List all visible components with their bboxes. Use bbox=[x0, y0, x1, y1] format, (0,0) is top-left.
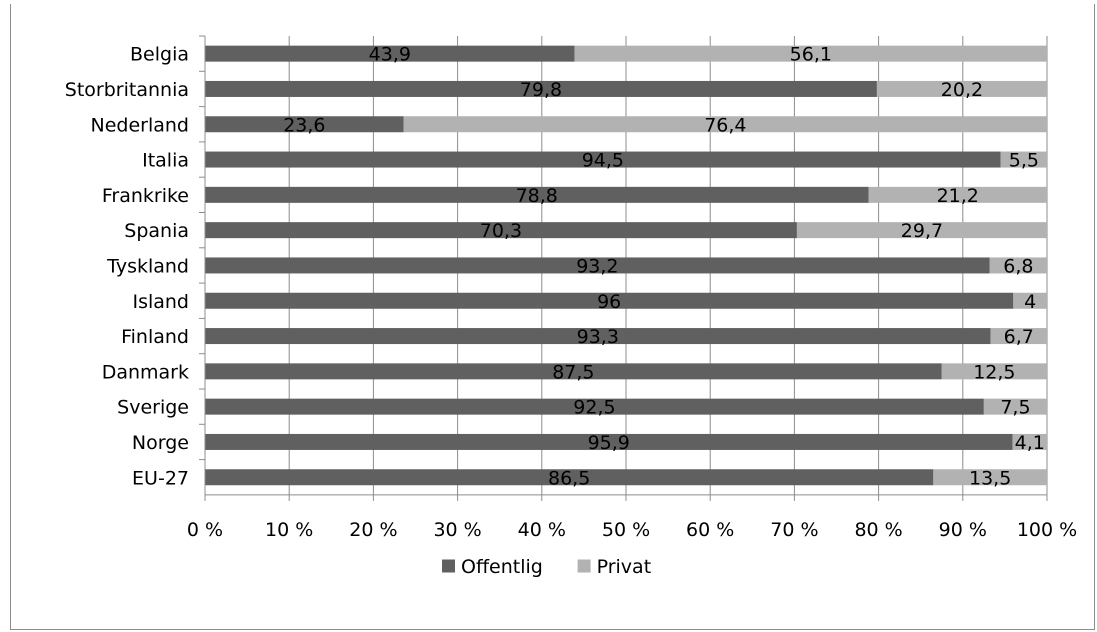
data-label: 4,1 bbox=[1015, 432, 1045, 454]
category-label: Storbritannia bbox=[65, 79, 189, 101]
bar-offentlig bbox=[205, 151, 1001, 168]
category-label: Finland bbox=[121, 326, 189, 348]
x-tick-labels: 0 % 10 % 20 % 30 % 40 % 50 % 60 % 70 % 80 % 90 % 1… bbox=[187, 519, 1077, 541]
data-labels: 43,9 56,1 79,8 20,2 23,6 76,4 94,5 5,5 78,8 21,2 7… bbox=[283, 44, 1045, 490]
category-label: Italia bbox=[142, 150, 189, 172]
data-label: 86,5 bbox=[548, 467, 590, 489]
data-label: 20,2 bbox=[941, 79, 983, 101]
data-label: 70,3 bbox=[480, 220, 522, 242]
data-label: 23,6 bbox=[283, 114, 325, 136]
data-label: 95,9 bbox=[588, 432, 630, 454]
bar-privat bbox=[989, 257, 1047, 274]
bar-privat bbox=[933, 469, 1047, 486]
x-tick-label: 70 % bbox=[770, 519, 818, 541]
data-label: 96 bbox=[597, 291, 621, 313]
data-label: 92,5 bbox=[573, 397, 615, 419]
x-tick-label: 10 % bbox=[265, 519, 313, 541]
legend-swatch-offentlig bbox=[442, 559, 455, 573]
chart-frame: Belgia Storbritannia Nederland Italia Frankr… bbox=[10, 4, 1095, 630]
x-tick-label: 40 % bbox=[518, 519, 566, 541]
category-label: Nederland bbox=[91, 114, 190, 136]
data-label: 94,5 bbox=[582, 150, 624, 172]
bar-offentlig bbox=[205, 469, 934, 486]
x-tick-label: 60 % bbox=[686, 519, 734, 541]
x-tick-label: 30 % bbox=[433, 519, 481, 541]
bar-offentlig bbox=[205, 257, 990, 274]
data-label: 29,7 bbox=[901, 220, 943, 242]
data-label: 87,5 bbox=[552, 361, 594, 383]
bar-privat bbox=[876, 80, 1047, 97]
data-label: 21,2 bbox=[937, 185, 979, 207]
bar-offentlig bbox=[205, 398, 984, 415]
bar-privat bbox=[796, 222, 1047, 239]
data-label: 93,3 bbox=[577, 326, 619, 348]
x-tick-label: 0 % bbox=[187, 519, 223, 541]
legend-label-offentlig: Offentlig bbox=[461, 556, 543, 578]
bar-privat bbox=[1000, 151, 1047, 168]
x-tick-label: 100 % bbox=[1017, 519, 1077, 541]
data-label: 6,7 bbox=[1004, 326, 1034, 348]
bar-offentlig bbox=[205, 80, 877, 97]
data-label: 4 bbox=[1024, 291, 1036, 313]
bar-offentlig bbox=[205, 222, 797, 239]
data-label: 6,8 bbox=[1003, 255, 1033, 277]
bar-privat bbox=[941, 363, 1047, 380]
x-tick-label: 80 % bbox=[854, 519, 902, 541]
category-label: EU-27 bbox=[132, 467, 189, 489]
category-label: Danmark bbox=[102, 361, 189, 383]
bar-offentlig bbox=[205, 186, 869, 203]
bar-offentlig bbox=[205, 433, 1013, 450]
category-label: Sverige bbox=[117, 397, 189, 419]
x-tick-label: 90 % bbox=[939, 519, 987, 541]
x-tick-label: 20 % bbox=[349, 519, 397, 541]
data-label: 43,9 bbox=[369, 44, 411, 66]
legend-swatch-privat bbox=[577, 559, 591, 573]
axes bbox=[199, 35, 1048, 501]
bar-privat bbox=[574, 45, 1047, 62]
bar-offentlig bbox=[205, 328, 991, 345]
bar-privat bbox=[868, 186, 1047, 203]
data-label: 93,2 bbox=[576, 255, 618, 277]
category-label: Island bbox=[132, 291, 189, 313]
bar-privat bbox=[1012, 433, 1047, 450]
x-tick-label: 50 % bbox=[602, 519, 650, 541]
data-label: 12,5 bbox=[973, 361, 1015, 383]
bar-privat bbox=[1013, 292, 1047, 309]
category-label: Frankrike bbox=[102, 185, 189, 207]
data-label: 79,8 bbox=[520, 79, 562, 101]
data-label: 56,1 bbox=[790, 44, 832, 66]
bar-offentlig bbox=[205, 292, 1014, 309]
data-label: 5,5 bbox=[1009, 150, 1039, 172]
legend: Offentlig Privat bbox=[442, 556, 651, 578]
stacked-bar-chart: Belgia Storbritannia Nederland Italia Frankr… bbox=[65, 35, 1077, 578]
category-label: Tyskland bbox=[106, 255, 189, 277]
category-label: Belgia bbox=[130, 44, 189, 66]
bars bbox=[205, 45, 1047, 486]
category-label: Spania bbox=[124, 220, 189, 242]
data-label: 7,5 bbox=[1000, 397, 1030, 419]
bar-offentlig bbox=[205, 363, 942, 380]
category-label: Norge bbox=[132, 432, 189, 454]
bar-privat bbox=[990, 328, 1047, 345]
bar-offentlig bbox=[205, 116, 404, 133]
bar-privat bbox=[403, 116, 1047, 133]
data-label: 13,5 bbox=[969, 467, 1011, 489]
data-label: 76,4 bbox=[704, 114, 746, 136]
bar-offentlig bbox=[205, 45, 575, 62]
category-labels: Belgia Storbritannia Nederland Italia Frankr… bbox=[65, 44, 189, 490]
legend-label-privat: Privat bbox=[597, 556, 652, 578]
data-label: 78,8 bbox=[516, 185, 558, 207]
bar-privat bbox=[983, 398, 1047, 415]
